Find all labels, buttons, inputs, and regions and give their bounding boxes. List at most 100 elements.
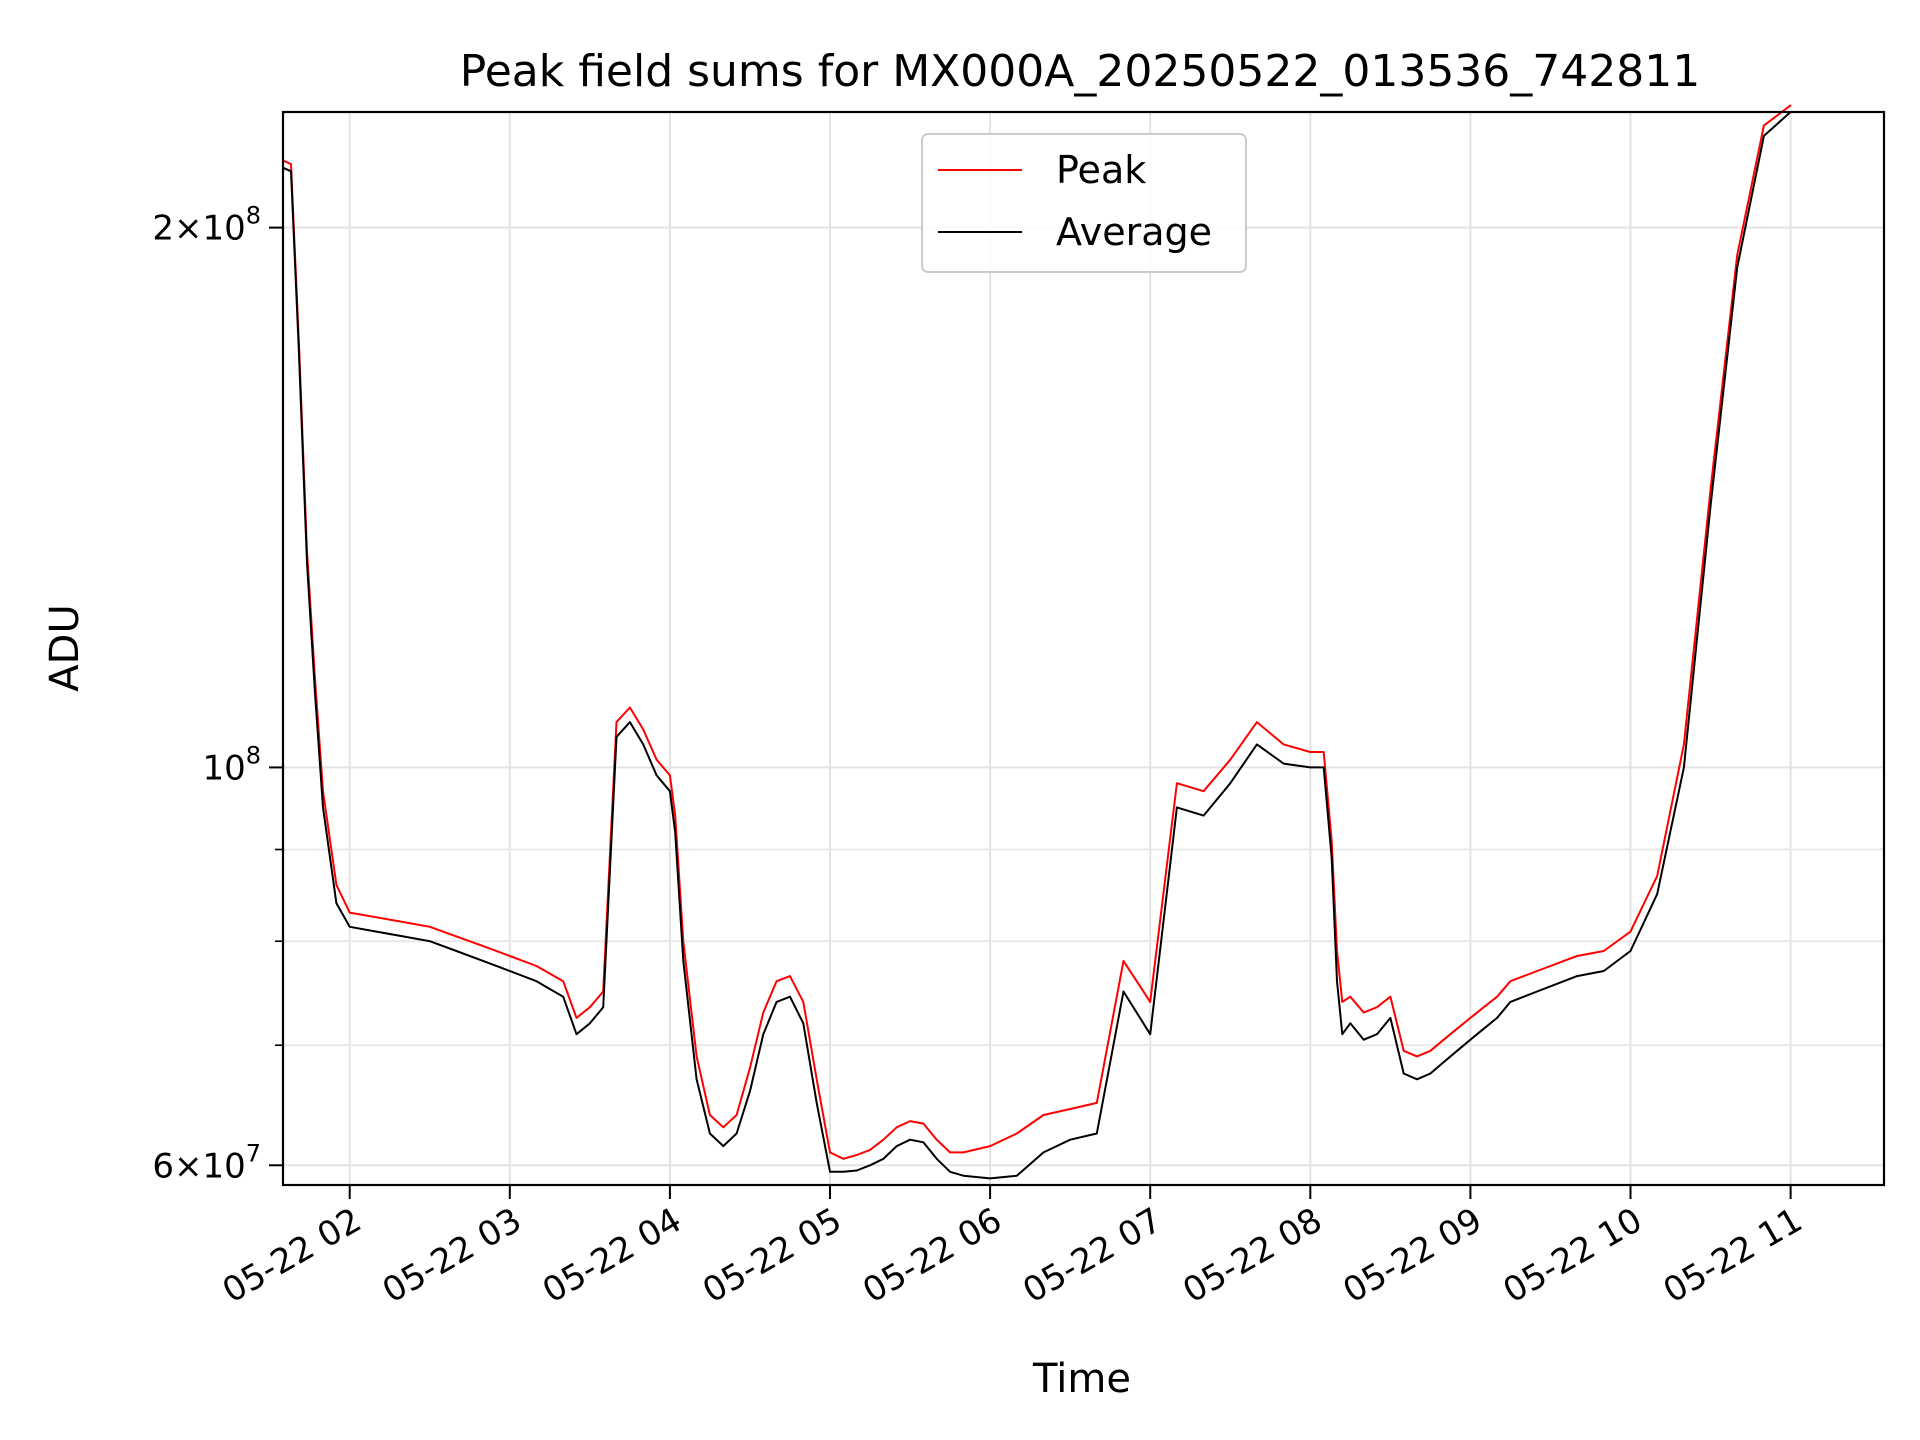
data-point-peak [1629, 930, 1632, 933]
data-point-peak [1069, 1108, 1071, 1110]
y-tick-exponent: 8 [246, 202, 261, 230]
data-point-average [298, 353, 300, 355]
data-point-peak [1536, 970, 1538, 972]
data-point-average [375, 930, 378, 933]
data-point-peak [722, 1126, 725, 1129]
x-axis-label: Time [1032, 1356, 1131, 1402]
data-point-average [802, 1022, 805, 1025]
data-point-average [1042, 1151, 1045, 1154]
y-tick-exponent: 8 [246, 741, 261, 769]
data-point-peak [1482, 1006, 1485, 1009]
data-point-peak [1349, 995, 1352, 998]
data-point-average [1349, 1022, 1352, 1025]
data-point-peak [1176, 782, 1178, 784]
data-point-peak [1683, 743, 1685, 746]
legend: Peak Average [921, 133, 1247, 273]
data-point-average [674, 831, 677, 834]
data-point-peak [1789, 104, 1792, 107]
data-point-average [1336, 980, 1338, 982]
data-point-peak [815, 1078, 818, 1081]
data-point-average [815, 1102, 818, 1104]
data-point-average [909, 1138, 911, 1141]
data-point-peak [642, 728, 645, 731]
data-point-average [314, 692, 316, 695]
y-tick-exponent: 7 [246, 1139, 261, 1167]
data-point-peak [869, 1149, 871, 1151]
data-point-peak [1416, 1055, 1418, 1058]
data-point-average [895, 1145, 898, 1147]
data-point-average [855, 1169, 858, 1172]
data-point-average [509, 970, 511, 972]
data-point-peak [829, 1151, 831, 1154]
data-point-peak [375, 916, 378, 919]
data-point-average [602, 1006, 604, 1009]
data-point-peak [695, 1055, 698, 1058]
data-point-peak [335, 884, 338, 886]
series-line-average [282, 111, 1792, 1180]
data-point-average [1683, 766, 1685, 769]
data-point-average [1256, 743, 1258, 746]
y-tick-label: 108 [202, 741, 261, 788]
data-point-average [722, 1145, 725, 1147]
data-point-average [562, 995, 564, 998]
data-point-peak [1322, 751, 1325, 753]
data-point-average [322, 806, 324, 809]
data-point-peak [455, 935, 458, 938]
data-point-peak [1229, 758, 1232, 761]
data-point-peak [562, 980, 564, 982]
data-point-peak [1149, 1001, 1152, 1003]
data-point-peak [669, 774, 671, 777]
data-point-peak [1429, 1050, 1432, 1052]
plot-frame [281, 110, 1886, 1187]
data-point-average [589, 1022, 591, 1025]
data-point-peak [935, 1138, 938, 1141]
data-point-average [669, 790, 671, 792]
data-point-peak [655, 758, 658, 761]
data-point-average [575, 1033, 578, 1035]
data-point-peak [962, 1151, 965, 1154]
data-point-average [1389, 1017, 1392, 1019]
data-point-average [306, 562, 308, 564]
data-point-peak [1603, 950, 1605, 952]
data-point-peak [1763, 124, 1765, 127]
data-point-peak [1563, 960, 1565, 962]
data-point-peak [909, 1120, 911, 1122]
data-point-average [1202, 814, 1205, 817]
data-point-average [1549, 985, 1552, 988]
data-point-average [962, 1174, 965, 1177]
data-point-peak [482, 945, 484, 947]
data-point-average [682, 960, 685, 962]
data-point-peak [762, 1011, 765, 1014]
data-point-peak [855, 1154, 858, 1156]
data-point-average [882, 1158, 885, 1160]
data-point-peak [1456, 1027, 1458, 1030]
data-point-peak [1122, 960, 1125, 962]
data-point-average [775, 1001, 778, 1003]
y-tick-label: 2×108 [152, 202, 261, 249]
data-point-average [1416, 1078, 1418, 1081]
data-point-peak [1709, 488, 1712, 490]
data-point-peak [1341, 1001, 1344, 1003]
legend-label-average: Average [1056, 210, 1212, 254]
data-point-peak [1015, 1132, 1018, 1135]
data-point-average [1330, 857, 1333, 859]
data-point-average [455, 950, 458, 952]
data-point-peak [749, 1067, 751, 1069]
data-point-average [1229, 782, 1232, 784]
data-point-average [1509, 1001, 1512, 1003]
data-point-average [1362, 1038, 1365, 1041]
data-point-average [1096, 1132, 1098, 1135]
data-point-peak [290, 163, 292, 165]
grid [283, 112, 1884, 1185]
data-point-peak [1389, 995, 1392, 998]
data-point-average [1309, 766, 1312, 769]
data-point-average [762, 1033, 765, 1035]
data-point-average [1402, 1072, 1405, 1075]
data-point-average [1736, 266, 1739, 269]
data-point-average [402, 935, 404, 938]
data-point-peak [949, 1151, 951, 1154]
data-point-average [1469, 1038, 1472, 1041]
data-point-peak [1469, 1017, 1472, 1019]
data-point-peak [1442, 1038, 1445, 1041]
